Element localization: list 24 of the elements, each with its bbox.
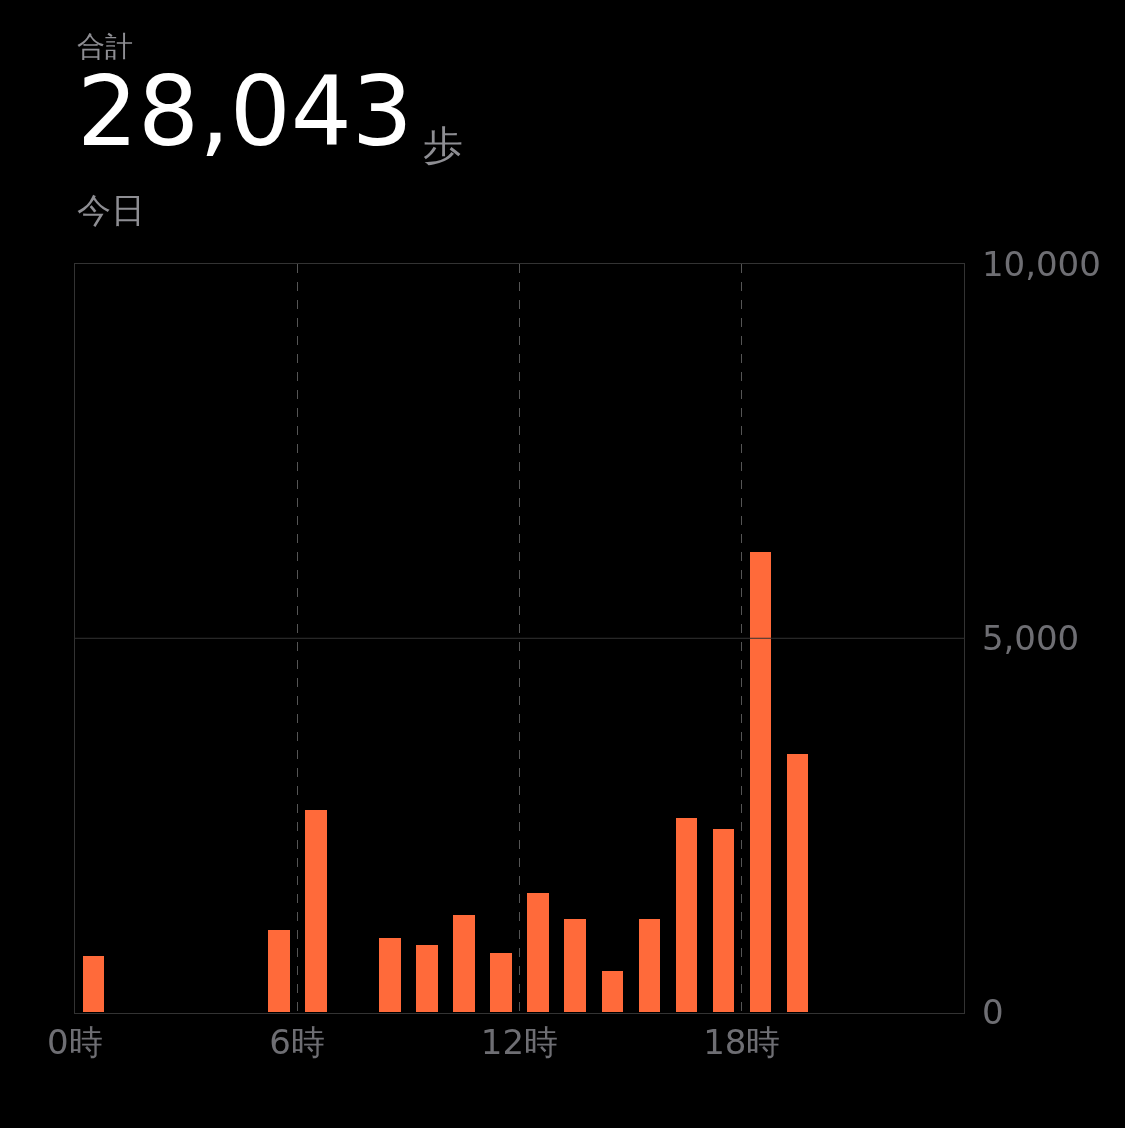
y-tick-label: 5,000 (981, 618, 1080, 659)
x-tick-label: 6時 (269, 1022, 325, 1063)
x-tick-label: 12時 (480, 1022, 559, 1063)
bar (786, 754, 808, 1013)
bar (378, 938, 401, 1013)
bar (267, 930, 290, 1013)
bar (82, 956, 104, 1013)
x-tick-label: 18時 (703, 1022, 781, 1063)
x-tick-label: 0時 (46, 1022, 103, 1063)
bar (749, 552, 771, 1013)
y-tick-label: 10,000 (981, 243, 1101, 284)
bar (415, 945, 438, 1013)
bar (638, 919, 660, 1013)
bar (526, 893, 549, 1013)
bar (563, 919, 586, 1013)
bar (675, 818, 697, 1013)
bar (489, 953, 512, 1013)
chart-subtitle: 今日 (77, 190, 145, 230)
bar (601, 971, 623, 1013)
text: 歩 (423, 122, 463, 168)
y-tick-label: 0 (981, 992, 1004, 1033)
bar (712, 829, 734, 1013)
bar (304, 810, 327, 1013)
bar (452, 915, 475, 1013)
